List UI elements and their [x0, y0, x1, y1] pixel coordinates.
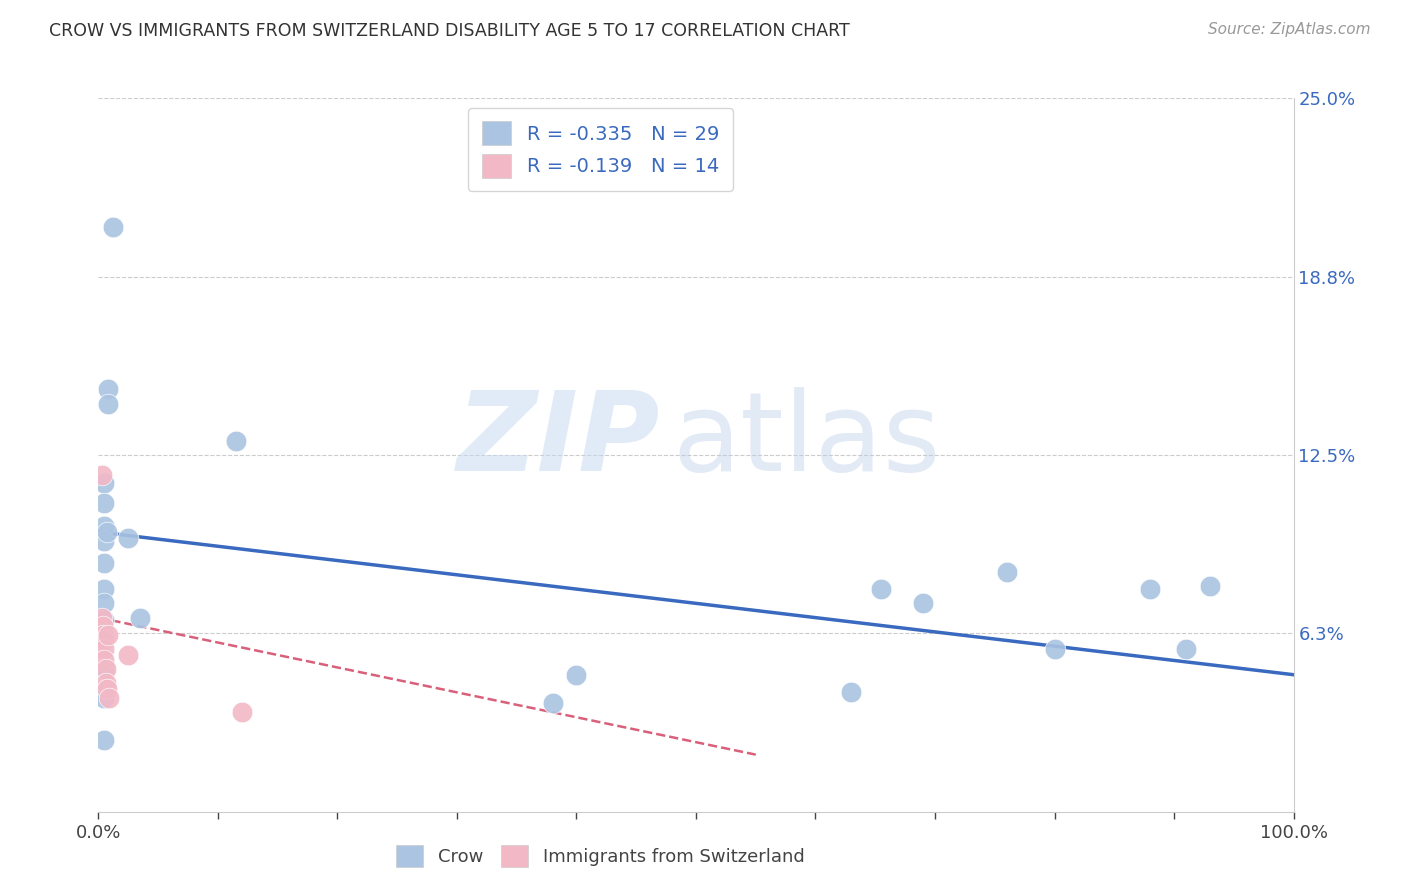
Legend: Crow, Immigrants from Switzerland: Crow, Immigrants from Switzerland	[389, 838, 811, 874]
Point	[94, 676, 117, 690]
Point	[93, 633, 115, 648]
Point	[98, 690, 121, 705]
Point	[93, 690, 115, 705]
Point	[97, 628, 120, 642]
Point	[93, 476, 115, 491]
Point	[1043, 642, 1066, 657]
Point	[91, 610, 114, 624]
Point	[93, 653, 115, 667]
Point	[231, 705, 253, 719]
Point	[565, 667, 588, 681]
Point	[541, 696, 564, 710]
Text: Source: ZipAtlas.com: Source: ZipAtlas.com	[1208, 22, 1371, 37]
Point	[93, 642, 115, 657]
Point	[93, 557, 115, 571]
Point	[96, 681, 118, 696]
Point	[91, 628, 114, 642]
Point	[911, 596, 934, 610]
Text: atlas: atlas	[672, 387, 941, 494]
Point	[93, 596, 115, 610]
Point	[93, 662, 115, 676]
Point	[1139, 582, 1161, 596]
Point	[129, 610, 152, 624]
Point	[101, 219, 124, 234]
Point	[93, 533, 115, 548]
Point	[96, 524, 118, 539]
Text: ZIP: ZIP	[457, 387, 661, 494]
Point	[225, 434, 247, 448]
Point	[93, 582, 115, 596]
Point	[97, 396, 120, 410]
Point	[93, 733, 115, 747]
Point	[91, 467, 114, 482]
Point	[1175, 642, 1198, 657]
Point	[117, 531, 139, 545]
Point	[97, 382, 120, 396]
Text: CROW VS IMMIGRANTS FROM SWITZERLAND DISABILITY AGE 5 TO 17 CORRELATION CHART: CROW VS IMMIGRANTS FROM SWITZERLAND DISA…	[49, 22, 851, 40]
Point	[841, 685, 863, 699]
Point	[1198, 579, 1220, 593]
Point	[94, 662, 117, 676]
Point	[870, 582, 893, 596]
Point	[93, 496, 115, 510]
Point	[93, 628, 115, 642]
Point	[93, 519, 115, 533]
Point	[91, 619, 114, 633]
Point	[93, 614, 115, 628]
Point	[117, 648, 139, 662]
Point	[995, 565, 1018, 579]
